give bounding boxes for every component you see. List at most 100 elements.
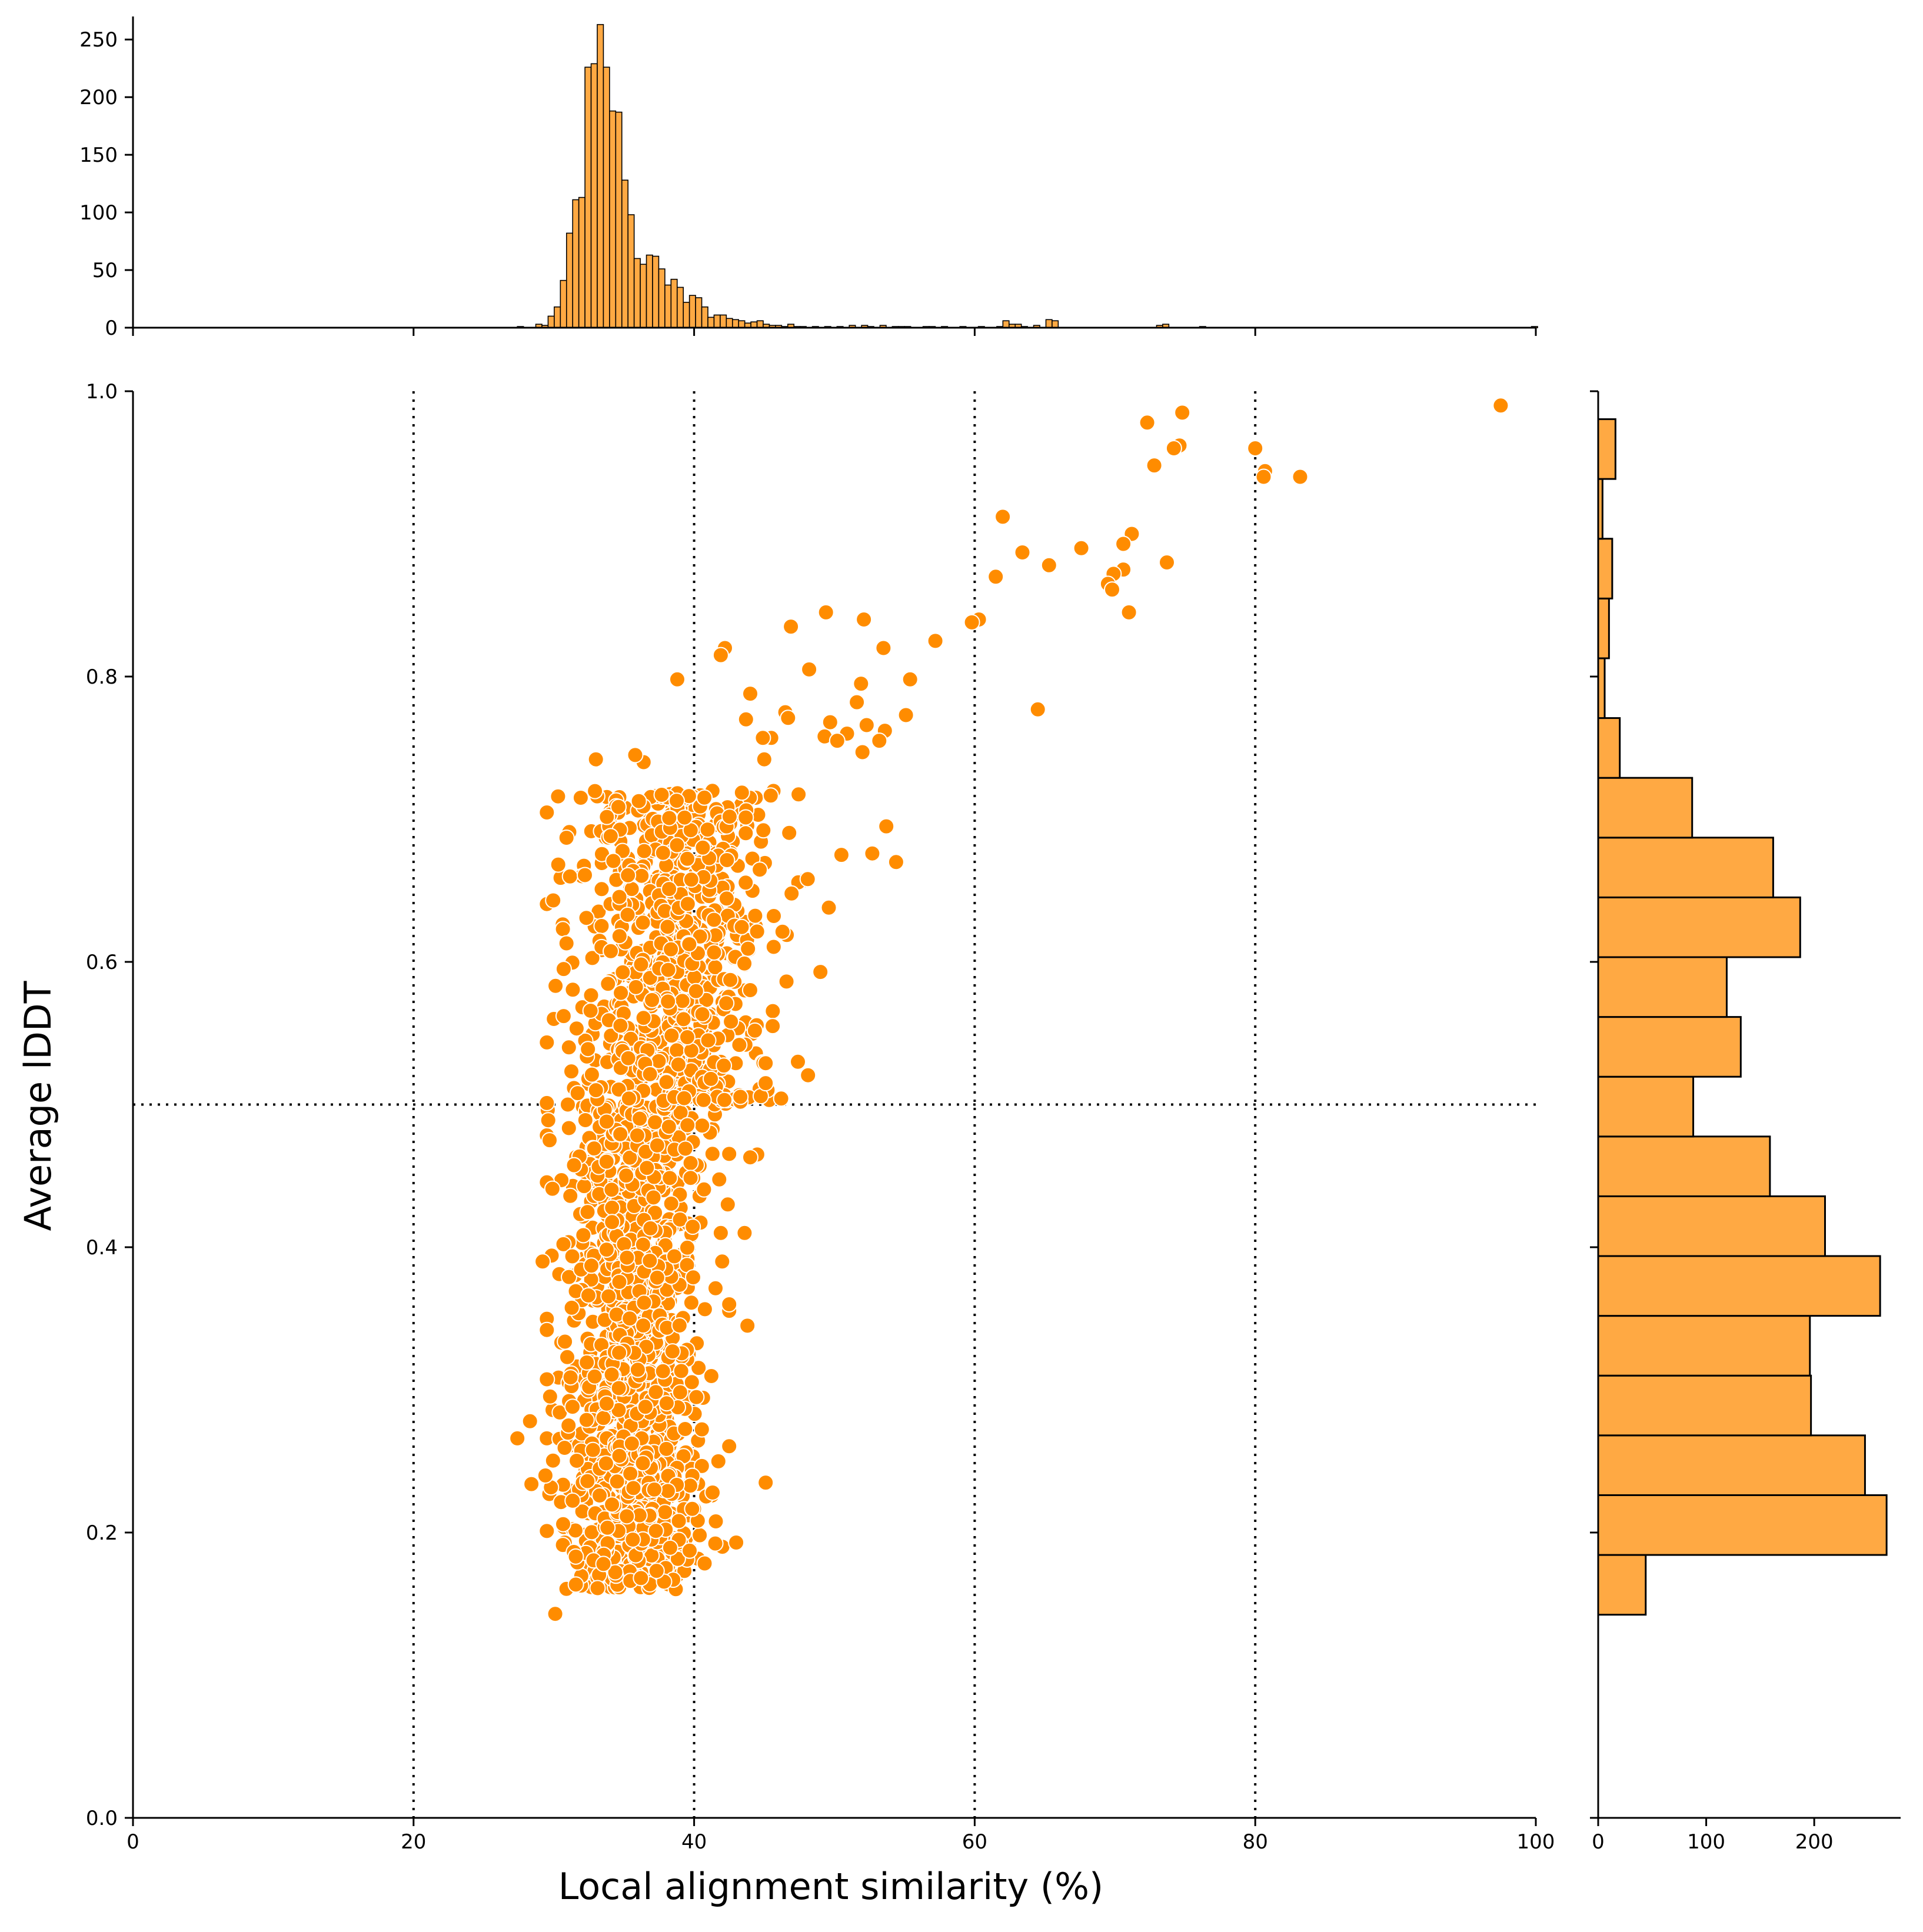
scatter-point xyxy=(693,1457,710,1474)
scatter-point xyxy=(555,1515,571,1533)
scatter-point xyxy=(636,1294,653,1311)
scatter-point xyxy=(618,1508,636,1525)
scatter-point xyxy=(1146,457,1163,474)
scatter-point xyxy=(710,1453,727,1470)
top-histogram-bar xyxy=(670,278,678,328)
top-histogram-bar xyxy=(646,254,653,328)
scatter-point xyxy=(538,1371,555,1388)
top-histogram-bar xyxy=(720,314,727,328)
scatter-point xyxy=(812,964,829,981)
scatter-point xyxy=(833,847,850,864)
scatter-point xyxy=(683,1294,700,1311)
right-histogram-bar xyxy=(1597,1195,1826,1257)
scatter-point xyxy=(544,1180,561,1197)
scatter-point xyxy=(676,1090,693,1107)
scatter-point xyxy=(560,1120,577,1137)
scatter-point xyxy=(671,1384,688,1401)
scatter-point xyxy=(583,987,600,1004)
scatter-point xyxy=(821,714,839,731)
scatter-point xyxy=(780,709,797,727)
y-tick-label: 1.0 xyxy=(86,380,118,404)
right-histogram-bar xyxy=(1597,956,1728,1018)
scatter-point xyxy=(641,1065,658,1082)
right-histogram-bar xyxy=(1597,1554,1647,1616)
scatter-point xyxy=(612,1125,629,1142)
scatter-point xyxy=(564,1248,581,1265)
scatter-point xyxy=(820,899,837,916)
scatter-point xyxy=(603,1181,620,1198)
scatter-point xyxy=(661,1170,678,1187)
right-histogram-bar xyxy=(1597,717,1621,779)
scatter-point xyxy=(580,1041,597,1058)
scatter-point xyxy=(550,856,567,873)
scatter-point xyxy=(611,888,628,905)
top-histogram-bar xyxy=(584,66,592,328)
scatter-point xyxy=(764,1002,781,1020)
scatter-point xyxy=(613,984,630,1001)
scatter-point xyxy=(579,1204,596,1221)
scatter-point xyxy=(638,1160,656,1177)
scatter-point xyxy=(685,1269,701,1286)
scatter-point xyxy=(673,1363,690,1380)
scatter-point xyxy=(696,1301,713,1318)
scatter-point xyxy=(799,871,816,888)
scatter-point xyxy=(620,1090,637,1107)
scatter-point xyxy=(555,961,572,978)
y-tick-label: 0.8 xyxy=(86,665,118,689)
scatter-point xyxy=(595,1555,612,1573)
scatter-point xyxy=(764,1018,781,1035)
y-axis-title: Average lDDT xyxy=(16,980,59,1231)
scatter-point xyxy=(695,1091,712,1108)
scatter-point xyxy=(1073,539,1090,557)
scatter-point xyxy=(901,671,919,688)
scatter-point xyxy=(547,1605,564,1623)
top-histogram-y-tick-label: 100 xyxy=(79,201,118,225)
scatter-point xyxy=(723,1013,740,1030)
scatter-point xyxy=(618,1167,635,1184)
top-histogram-bar xyxy=(590,63,598,328)
scatter-point xyxy=(684,1500,701,1517)
scatter-point xyxy=(547,977,564,994)
scatter-point xyxy=(534,1253,551,1270)
y-tick-label: 0.6 xyxy=(86,951,118,974)
scatter-point xyxy=(731,1037,748,1054)
scatter-point xyxy=(558,830,575,846)
scatter-point xyxy=(563,1299,580,1316)
scatter-point xyxy=(688,1388,705,1405)
scatter-point xyxy=(605,852,622,870)
scatter-point xyxy=(633,956,650,973)
scatter-point xyxy=(561,1268,577,1285)
scatter-point xyxy=(608,1473,626,1490)
scatter-point xyxy=(829,732,846,750)
scatter-point xyxy=(654,844,671,861)
scatter-point xyxy=(878,818,895,835)
top-histogram-bar xyxy=(633,258,641,328)
right-histogram-bar xyxy=(1597,538,1613,599)
scatter-point xyxy=(578,910,595,927)
x-tick-label: 0 xyxy=(127,1830,139,1854)
scatter-point xyxy=(567,1576,584,1593)
scatter-point xyxy=(721,808,738,825)
scatter-point xyxy=(755,822,772,839)
scatter-point xyxy=(927,632,944,649)
scatter-point xyxy=(660,1118,677,1135)
scatter-point xyxy=(668,792,685,810)
scatter-point xyxy=(625,1480,642,1497)
scatter-point xyxy=(568,1020,585,1037)
top-histogram-y-tick-label: 200 xyxy=(79,86,118,109)
scatter-point xyxy=(706,911,723,928)
scatter-point xyxy=(561,868,578,885)
scatter-point xyxy=(567,1548,584,1565)
scatter-point xyxy=(757,1055,774,1072)
scatter-point xyxy=(801,661,818,678)
top-histogram-bar xyxy=(731,319,740,328)
scatter-point xyxy=(647,1523,664,1540)
scatter-point xyxy=(716,1057,733,1074)
top-histogram-bar xyxy=(726,318,733,328)
scatter-point xyxy=(564,1492,581,1509)
top-histogram-bar xyxy=(738,320,746,328)
scatter-point xyxy=(719,1196,736,1213)
scatter-point xyxy=(620,1050,637,1067)
x-tick-label: 80 xyxy=(1243,1830,1268,1854)
scatter-point xyxy=(541,1388,558,1405)
